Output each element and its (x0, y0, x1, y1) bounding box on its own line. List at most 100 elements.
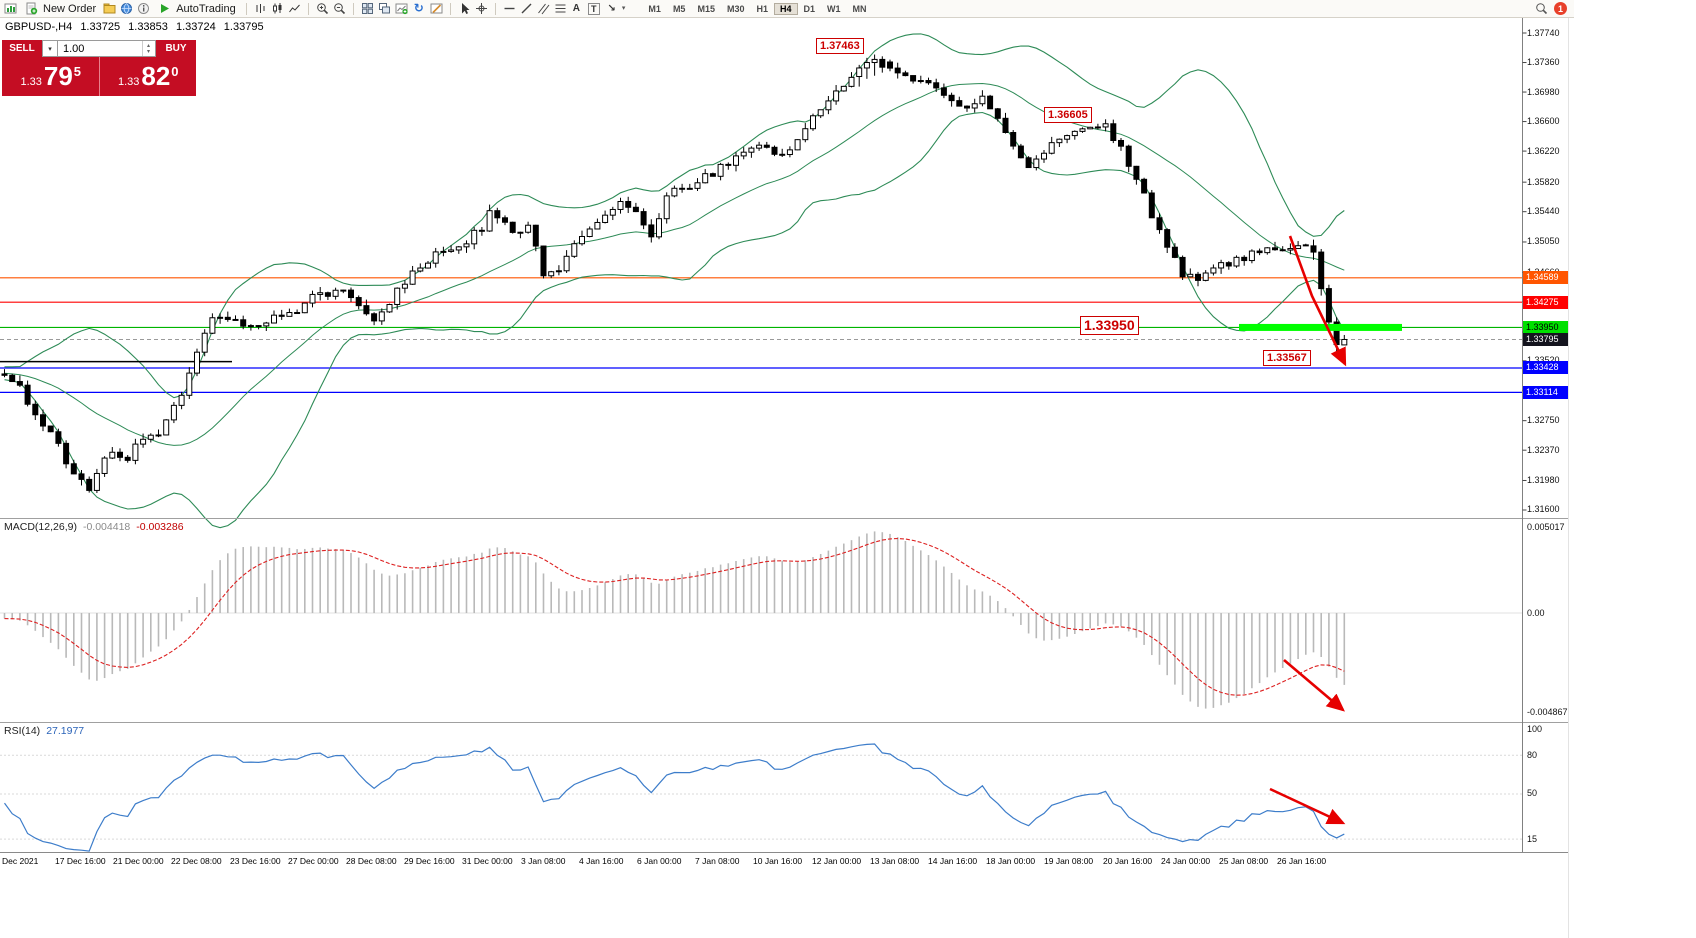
price-tag[interactable]: 1.33950 (1523, 320, 1568, 334)
timeframe-h1[interactable]: H1 (756, 3, 768, 14)
candle-body (617, 200, 624, 210)
timeframe-mn[interactable]: MN (852, 3, 867, 14)
volume-spinner[interactable]: ▴ ▾ (142, 41, 154, 56)
horizontal-line-tool-icon[interactable] (503, 2, 516, 15)
toolbar-separator (449, 2, 451, 15)
candle-body (386, 303, 393, 313)
rsi-label: RSI(14) 27.1977 (4, 725, 85, 737)
price-callout[interactable]: 1.33950 (1080, 316, 1139, 335)
candle-body (201, 332, 208, 353)
label-tool-icon[interactable]: T (588, 2, 600, 15)
zoom-out-icon[interactable] (333, 2, 346, 15)
tile-windows-icon[interactable] (361, 2, 374, 15)
candle-body (964, 105, 970, 109)
candle-body (709, 173, 716, 177)
autotrading-button[interactable]: AutoTrading (153, 1, 240, 16)
timeframe-w1[interactable]: W1 (827, 3, 841, 14)
sell-button[interactable]: 1.33 79 5 (2, 57, 100, 96)
line-chart-icon[interactable] (288, 2, 301, 15)
time-axis-label: 13 Jan 08:00 (870, 856, 920, 866)
sell-label[interactable]: SELL (2, 40, 42, 57)
add-indicator-icon[interactable] (395, 2, 408, 15)
buy-button[interactable]: 1.33 82 0 (117, 61, 179, 91)
history-folder-icon[interactable] (103, 2, 116, 15)
text-tool-icon[interactable]: A (572, 3, 581, 14)
candle-body (255, 325, 262, 328)
price-axis-label: 1.36980 (1527, 86, 1560, 97)
candle-body (232, 318, 239, 321)
candle-body (1233, 256, 1240, 267)
trend-arrow[interactable] (1283, 659, 1345, 712)
candle-body (155, 434, 162, 437)
cascade-windows-icon[interactable] (378, 2, 391, 15)
trend-arrow[interactable] (1269, 787, 1346, 825)
volume-input[interactable]: 1.00 ▴ ▾ (58, 40, 156, 57)
chart-canvas[interactable] (0, 0, 1568, 938)
trend-arrow[interactable] (1288, 235, 1347, 367)
candle-body (348, 289, 354, 299)
trendline-tool-icon[interactable] (520, 2, 533, 15)
candle-body (24, 384, 31, 405)
candle-body (463, 243, 470, 248)
order-type-dropdown[interactable]: ▾ (42, 40, 58, 57)
price-callout[interactable]: 1.33567 (1263, 350, 1311, 366)
info-icon[interactable] (137, 2, 150, 15)
new-order-button[interactable]: New Order (20, 1, 100, 16)
candle-body (863, 62, 870, 69)
candle-body (679, 187, 686, 190)
time-axis-label: 23 Dec 16:00 (230, 856, 281, 866)
candle-body (725, 163, 732, 166)
candle-body (332, 289, 339, 297)
bar-chart-icon[interactable] (254, 2, 267, 15)
toolbar-separator (352, 2, 354, 15)
notification-badge[interactable]: 1 (1554, 2, 1567, 15)
candle-body (309, 293, 316, 304)
support-zone-segment[interactable] (1239, 323, 1402, 331)
candle-body (378, 311, 385, 322)
fibonacci-tool-icon[interactable] (554, 2, 567, 15)
candle-body (956, 100, 963, 107)
time-axis-label: 29 Dec 16:00 (404, 856, 455, 866)
timeframe-m30[interactable]: M30 (726, 3, 745, 14)
time-axis-label: 19 Jan 08:00 (1044, 856, 1094, 866)
candle-body (247, 325, 254, 328)
macd-label: MACD(12,26,9) -0.004418 -0.003286 (4, 521, 184, 533)
price-tag[interactable]: 1.34589 (1523, 271, 1568, 285)
buy-label[interactable]: BUY (156, 40, 196, 57)
cycle-icon[interactable]: ↻ (413, 1, 424, 15)
zoom-in-icon[interactable] (316, 2, 329, 15)
template-icon[interactable] (430, 2, 443, 15)
timeframe-m5[interactable]: M5 (672, 3, 686, 14)
candle-body (671, 187, 678, 197)
price-tag[interactable]: 1.34275 (1523, 295, 1568, 309)
channel-tool-icon[interactable] (537, 2, 550, 15)
candle-body (1025, 157, 1032, 169)
search-icon[interactable] (1535, 2, 1548, 15)
cursor-icon[interactable] (458, 2, 471, 15)
price-tag[interactable]: 1.33114 (1523, 385, 1568, 399)
price-callout[interactable]: 1.37463 (816, 38, 864, 54)
candle-body (1272, 247, 1278, 251)
arrow-tool-icon[interactable]: ↘ (607, 3, 616, 14)
candle-body (55, 431, 62, 444)
candle-body (1341, 338, 1348, 346)
candlestick-chart-icon[interactable] (271, 2, 284, 15)
timeframe-m1[interactable]: M1 (648, 3, 661, 14)
globe-icon[interactable] (120, 2, 133, 15)
price-callout[interactable]: 1.36605 (1044, 107, 1092, 123)
timeframe-h4[interactable]: H4 (774, 2, 798, 15)
time-axis-label: 14 Jan 16:00 (928, 856, 978, 866)
candle-body (602, 214, 609, 223)
price-tag[interactable]: 1.33428 (1523, 361, 1568, 375)
new-chart-icon[interactable] (4, 2, 17, 15)
arrow-tool-dropdown-icon[interactable]: ▾ (621, 5, 626, 12)
candle-body (632, 206, 639, 213)
price-tag[interactable]: 1.33795 (1523, 332, 1568, 346)
candle-body (486, 210, 493, 232)
time-axis-label: 6 Jan 00:00 (637, 856, 682, 866)
candle-body (794, 139, 801, 151)
crosshair-icon[interactable] (475, 2, 488, 15)
timeframe-m15[interactable]: M15 (697, 3, 715, 14)
timeframe-d1[interactable]: D1 (803, 3, 816, 14)
time-axis-label: 27 Dec 00:00 (288, 856, 339, 866)
